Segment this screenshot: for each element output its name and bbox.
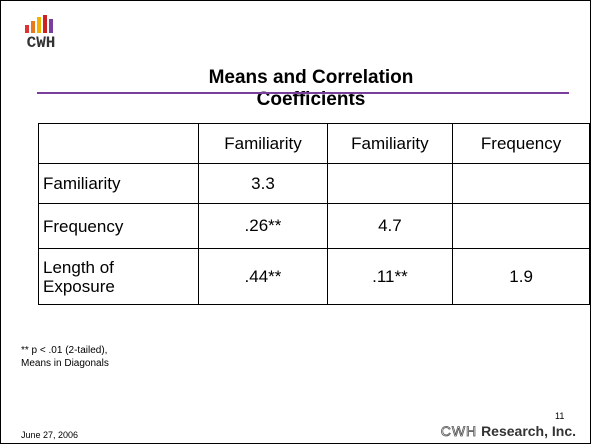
cell: 1.9 bbox=[452, 248, 590, 305]
column-header: Frequency bbox=[452, 123, 590, 164]
cell: .11** bbox=[326, 248, 454, 305]
row-label: Familiarity bbox=[37, 163, 200, 204]
logo: CWH bbox=[25, 15, 56, 51]
title: Means and Correlation Coefficients bbox=[208, 67, 414, 110]
company-name: Research, Inc. bbox=[481, 423, 576, 439]
footnote: ** p < .01 (2-tailed), Means in Diagonal… bbox=[21, 344, 109, 370]
row-label-text: Length of Exposure bbox=[43, 257, 115, 296]
title-rule bbox=[37, 92, 569, 94]
logo-text: CWH bbox=[27, 34, 56, 51]
cell: 4.7 bbox=[326, 203, 454, 249]
cell bbox=[452, 203, 590, 249]
row: Length of Exposure .44** .11** 1.9 bbox=[37, 248, 590, 305]
table: Familiarity Familiarity Frequency Familiari… bbox=[37, 123, 590, 305]
row: Familiarity 3.3 bbox=[37, 163, 590, 204]
cell: .44** bbox=[198, 248, 328, 305]
date: June 27, 2006 bbox=[21, 430, 79, 440]
company-mark: CWH bbox=[440, 423, 478, 440]
company: CWH Research, Inc. bbox=[440, 423, 576, 440]
cell bbox=[326, 163, 454, 204]
page-number: 11 bbox=[555, 411, 565, 421]
cell: .26** bbox=[198, 203, 328, 249]
column-header: Familiarity bbox=[326, 123, 454, 164]
footnote-line: ** p < .01 (2-tailed), bbox=[21, 345, 108, 356]
cell bbox=[37, 123, 200, 164]
row-label: Length of Exposure bbox=[37, 248, 200, 305]
cell: 3.3 bbox=[198, 163, 328, 204]
footnote-line: Means in Diagonals bbox=[21, 358, 109, 369]
column-header: Familiarity bbox=[198, 123, 328, 164]
header-row: Familiarity Familiarity Frequency bbox=[37, 123, 590, 164]
cell bbox=[452, 163, 590, 204]
row-label: Frequency bbox=[37, 203, 200, 249]
row: Frequency .26** 4.7 bbox=[37, 203, 590, 249]
